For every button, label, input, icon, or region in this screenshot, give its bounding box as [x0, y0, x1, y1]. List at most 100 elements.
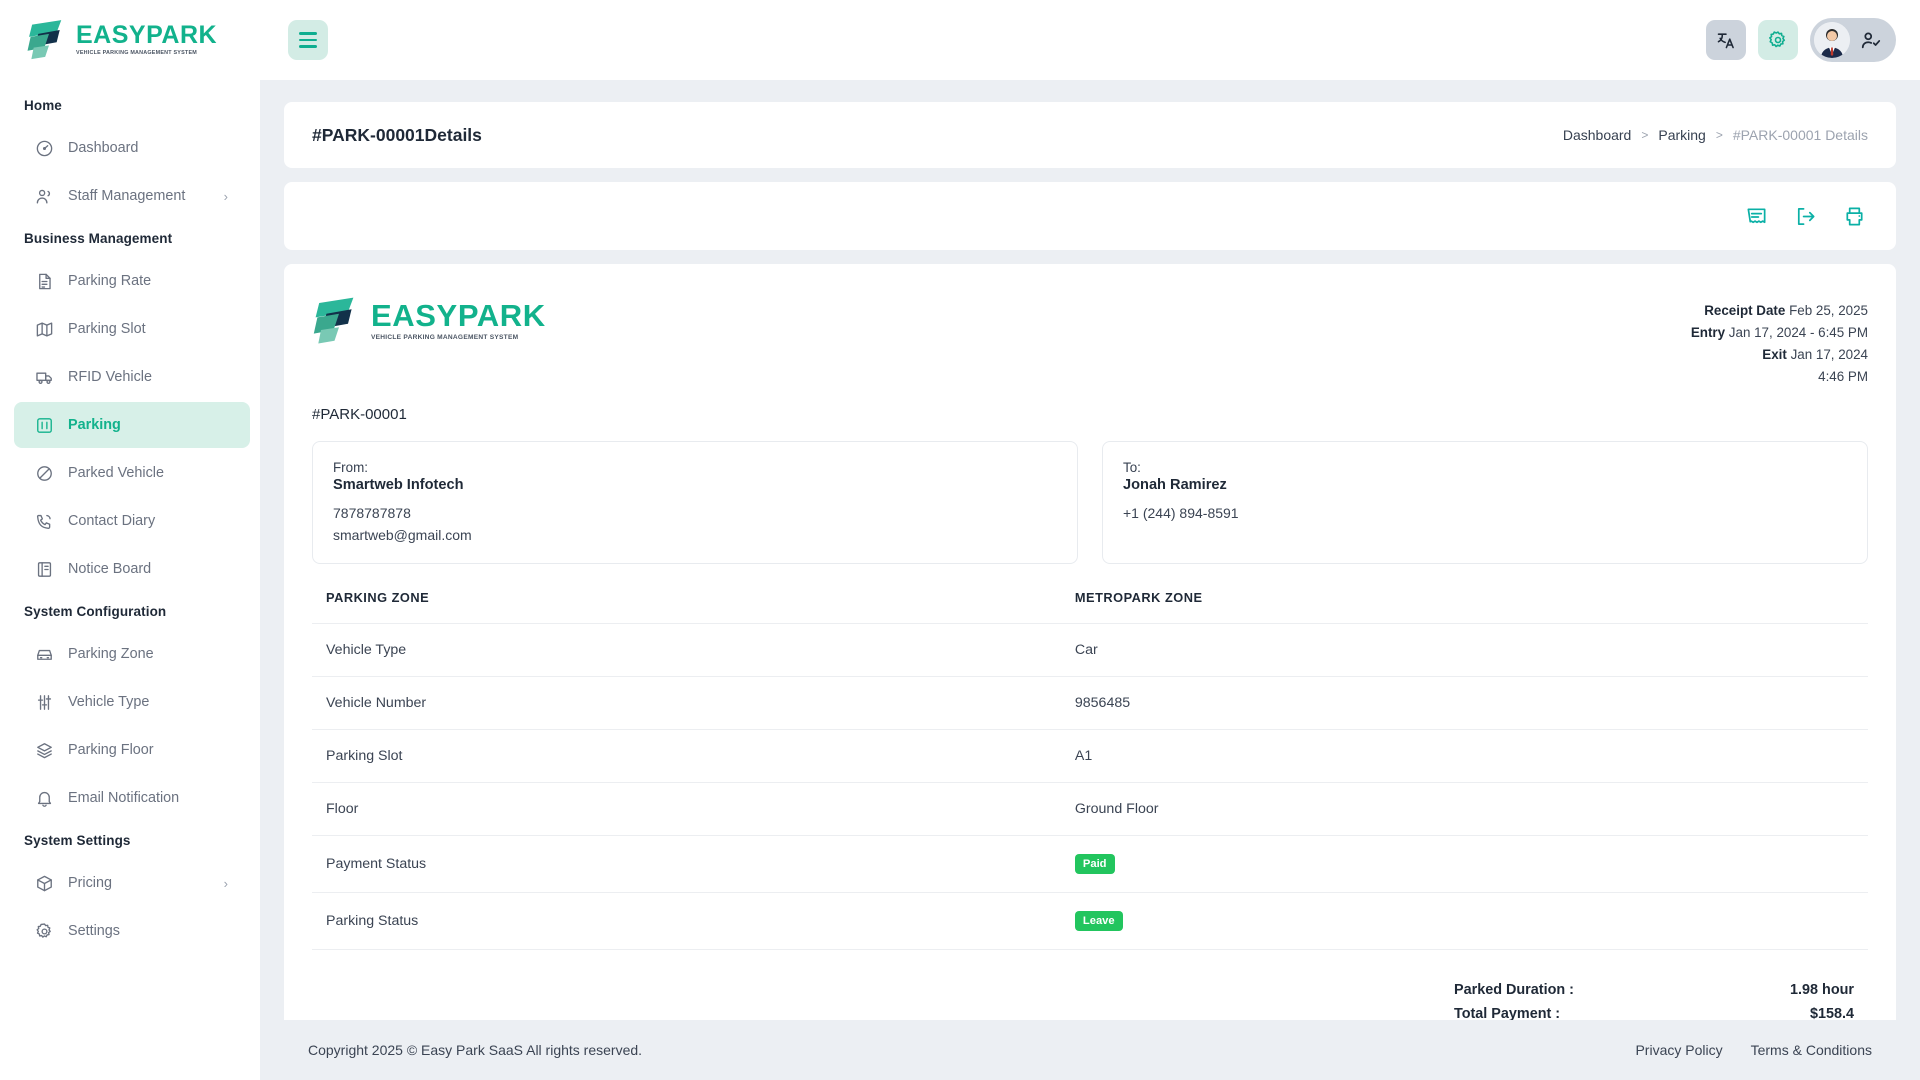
entry-label: Entry — [1690, 325, 1726, 340]
row-label: Vehicle Number — [312, 676, 1059, 730]
brand-tagline: VEHICLE PARKING MANAGEMENT SYSTEM — [76, 50, 197, 57]
from-card: From: Smartweb Infotech 7878787878 smart… — [312, 441, 1078, 564]
status-badge-cell: Paid — [1058, 835, 1868, 893]
layers-icon — [34, 740, 54, 760]
to-name: Jonah Ramirez — [1123, 477, 1227, 493]
gear-icon[interactable] — [1758, 20, 1798, 60]
sidebar-item-parking[interactable]: Parking — [14, 402, 250, 448]
translate-icon[interactable] — [1706, 20, 1746, 60]
table-header-metropark: METROPARK ZONE — [1058, 590, 1868, 624]
sidebar-item-email-notification[interactable]: Email Notification — [14, 775, 250, 821]
footer-link[interactable]: Terms & Conditions — [1750, 1042, 1872, 1058]
sidebar-item-label: RFID Vehicle — [68, 369, 152, 385]
user-menu[interactable] — [1810, 18, 1896, 62]
receipt-date-row: Receipt Date Feb 25, 2025 — [1691, 300, 1868, 322]
topbar — [260, 0, 1920, 80]
sidebar-item-parking-slot[interactable]: Parking Slot — [14, 306, 250, 352]
easypark-logo-icon — [27, 20, 62, 60]
truck-icon — [34, 367, 54, 387]
from-phone: 7878787878 — [333, 505, 411, 521]
brand-name: EASYPARK — [76, 21, 218, 50]
box-icon — [34, 873, 54, 893]
parking-icon — [34, 415, 54, 435]
sliders-icon — [34, 692, 54, 712]
breadcrumb-link[interactable]: Dashboard — [1562, 127, 1632, 143]
sidebar-item-label: Dashboard — [68, 140, 139, 156]
receipt-date-value: Feb 25, 2025 — [1789, 303, 1868, 318]
status-badge-cell: Leave — [1058, 892, 1868, 950]
sidebar-section-title: Business Management — [24, 231, 173, 246]
from-email: smartweb@gmail.com — [333, 527, 472, 543]
hamburger-icon[interactable] — [288, 20, 328, 60]
sidebar-item-settings[interactable]: Settings — [14, 908, 250, 954]
table-row: Parking Status Leave — [312, 892, 1868, 950]
page-title: #PARK-00001Details — [312, 124, 482, 145]
row-value: A1 — [1058, 729, 1868, 783]
sidebar-item-label: Settings — [68, 923, 120, 939]
document-toolbar — [284, 182, 1896, 250]
entry-value: Jan 17, 2024 - 6:45 PM — [1728, 325, 1868, 340]
total-value: $158.4 — [1809, 1006, 1854, 1020]
sidebar-item-notice-board[interactable]: Notice Board — [14, 546, 250, 592]
sidebar-item-label: Notice Board — [68, 561, 152, 577]
sidebar-item-dashboard[interactable]: Dashboard — [14, 125, 250, 171]
gear-icon — [34, 921, 54, 941]
sidebar-item-label: Parking Zone — [68, 646, 154, 662]
table-row: Vehicle Type Car — [312, 623, 1868, 677]
footer: Copyright 2025 © Easy Park SaaS All righ… — [260, 1020, 1920, 1080]
from-label: From: — [333, 460, 368, 475]
status-badge: Leave — [1074, 911, 1123, 931]
exit-label: Exit — [1762, 347, 1787, 362]
row-label: Floor — [312, 782, 1059, 836]
receipt-icon[interactable] — [1745, 205, 1768, 228]
brand-logo[interactable]: EASYPARK VEHICLE PARKING MANAGEMENT SYST… — [0, 0, 260, 80]
row-value: Car — [1058, 623, 1868, 677]
chevron-right-icon: › — [223, 875, 228, 891]
invoice-card: EASYPARK VEHICLE PARKING MANAGEMENT SYST… — [284, 264, 1896, 1020]
print-icon[interactable] — [1843, 205, 1866, 228]
sidebar-item-staff-management[interactable]: Staff Management › — [14, 173, 250, 219]
to-label: To: — [1123, 460, 1141, 475]
table-row: Vehicle Number 9856485 — [312, 676, 1868, 730]
sidebar-section-title: System Configuration — [24, 604, 167, 619]
row-label: Parking Status — [312, 892, 1059, 950]
sidebar-item-parking-rate[interactable]: Parking Rate — [14, 258, 250, 304]
sidebar-item-contact-diary[interactable]: Contact Diary — [14, 498, 250, 544]
user-check-icon — [1861, 32, 1881, 49]
total-label: Total Payment : — [1454, 1006, 1561, 1020]
sidebar-item-label: Parking Floor — [68, 742, 154, 758]
sidebar-item-parking-floor[interactable]: Parking Floor — [14, 727, 250, 773]
sidebar-item-parked-vehicle[interactable]: Parked Vehicle — [14, 450, 250, 496]
invoice-brand-tagline: VEHICLE PARKING MANAGEMENT SYSTEM — [371, 334, 519, 342]
exit-time: 4:46 PM — [1818, 369, 1868, 384]
sidebar: EASYPARK VEHICLE PARKING MANAGEMENT SYST… — [0, 0, 260, 1080]
export-icon[interactable] — [1794, 205, 1817, 228]
footer-link[interactable]: Privacy Policy — [1635, 1042, 1723, 1058]
totals-section: Parked Duration : 1.98 hour Total Payment … — [312, 978, 1868, 1020]
breadcrumb-link[interactable]: Parking — [1658, 127, 1706, 143]
entry-row: Entry Jan 17, 2024 - 6:45 PM — [1691, 322, 1868, 344]
sidebar-item-label: Parking Rate — [68, 273, 152, 289]
table-header-row: PARKING ZONE METROPARK ZONE — [312, 590, 1868, 624]
parking-detail-table: PARKING ZONE METROPARK ZONE Vehicle Type… — [312, 590, 1868, 950]
page-header: #PARK-00001Details Dashboard > Parking > #PA… — [284, 102, 1896, 168]
to-phone: +1 (244) 894-8591 — [1123, 505, 1239, 521]
total-value: 1.98 hour — [1790, 982, 1854, 998]
row-value: Ground Floor — [1058, 782, 1868, 836]
breadcrumb-current: #PARK-00001 Details — [1732, 127, 1868, 143]
sidebar-item-label: Vehicle Type — [68, 694, 150, 710]
sidebar-item-rfid-vehicle[interactable]: RFID Vehicle — [14, 354, 250, 400]
sidebar-item-vehicle-type[interactable]: Vehicle Type — [14, 679, 250, 725]
chevron-right-icon: › — [223, 188, 228, 204]
exit-value: Jan 17, 2024 — [1790, 347, 1868, 362]
sidebar-item-label: Parking — [68, 417, 121, 433]
sidebar-item-pricing[interactable]: Pricing › — [14, 860, 250, 906]
invoice-id: #PARK-00001 — [312, 406, 407, 423]
sidebar-item-label: Contact Diary — [68, 513, 156, 529]
footer-links: Privacy Policy Terms & Conditions — [1635, 1042, 1872, 1058]
sidebar-item-parking-zone[interactable]: Parking Zone — [14, 631, 250, 677]
document-icon — [34, 271, 54, 291]
status-badge: Paid — [1074, 854, 1115, 874]
from-name: Smartweb Infotech — [333, 477, 464, 493]
